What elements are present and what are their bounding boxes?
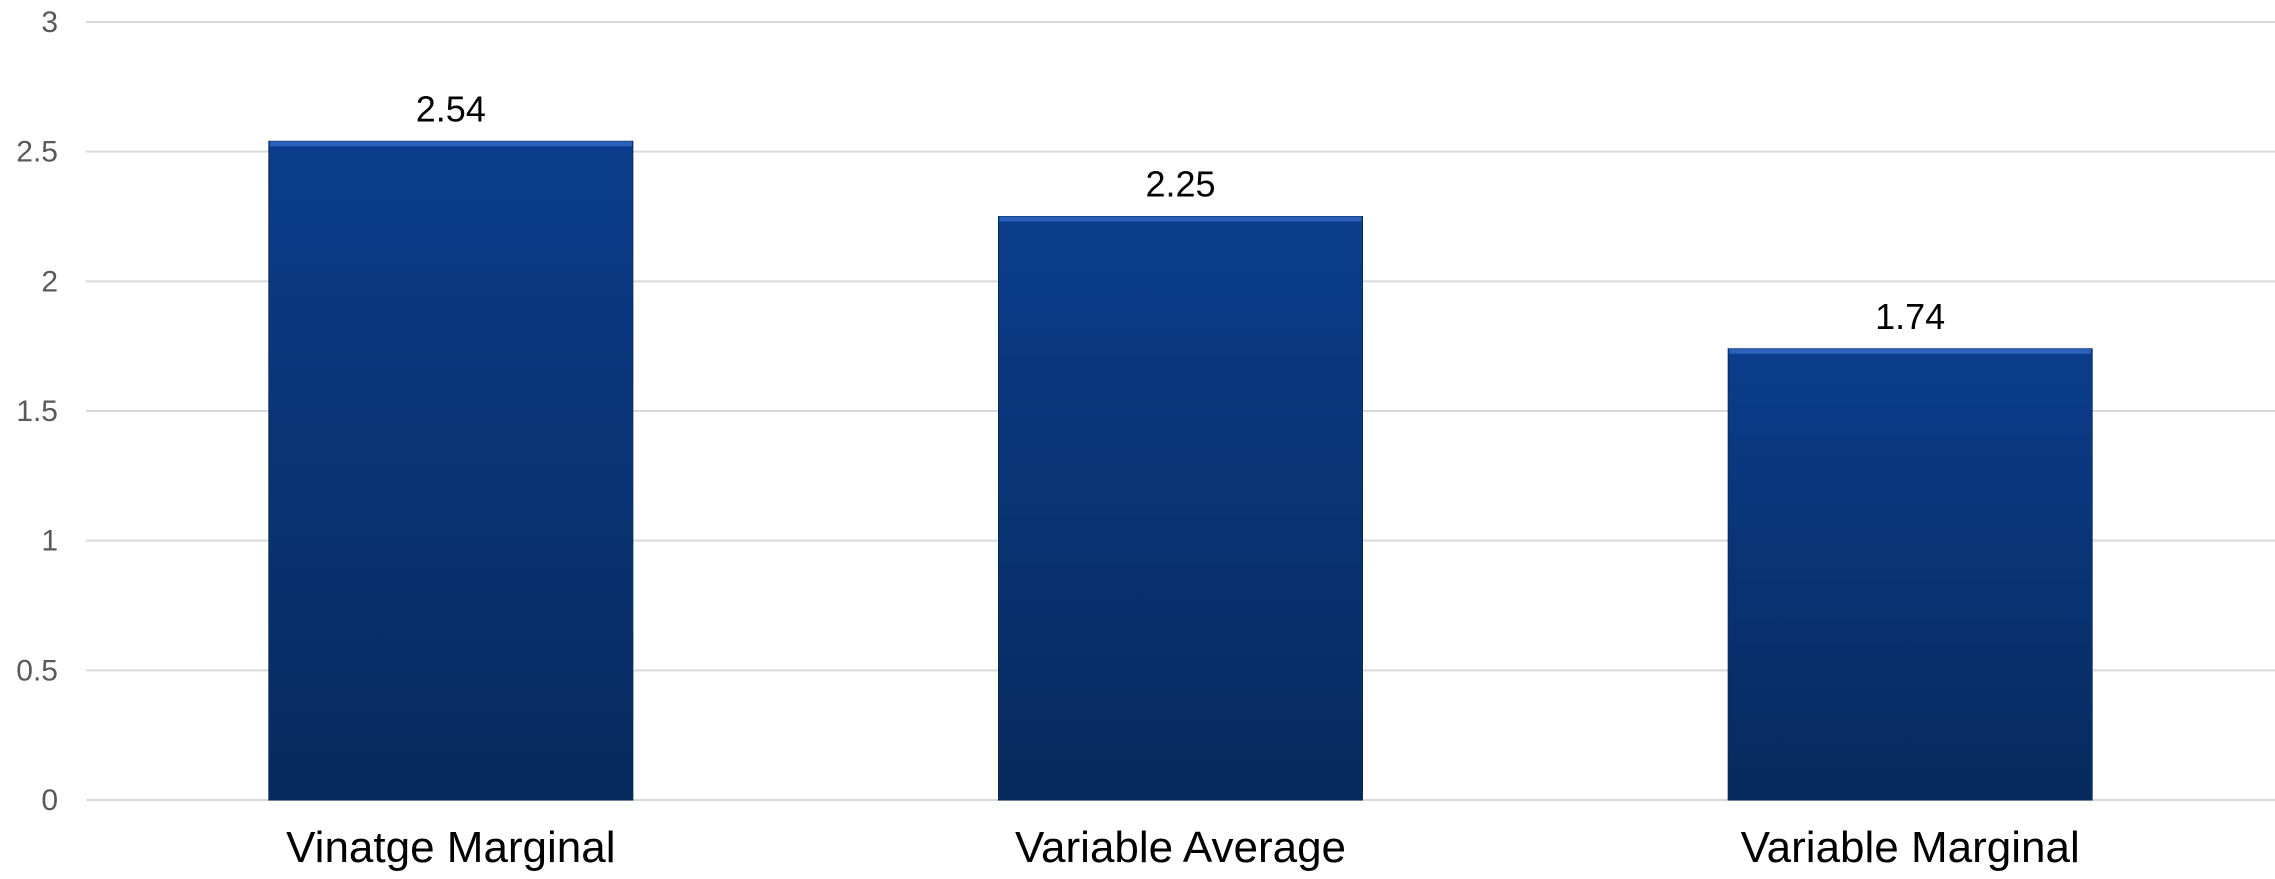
bars: [268, 140, 2093, 801]
y-axis-tick-labels: 0 0.5 1 1.5 2 2.5 3: [16, 6, 58, 817]
x-axis-category-labels: Vinatge Marginal Variable Average Variable…: [286, 823, 2080, 872]
category-label: Vinatge Marginal: [286, 823, 615, 872]
bar-value-label: 1.74: [1875, 296, 1945, 337]
bar: [268, 140, 634, 801]
y-tick-label: 3: [41, 6, 58, 39]
category-label: Variable Marginal: [1741, 823, 2080, 872]
bar: [998, 216, 1363, 801]
y-tick-label: 1: [41, 525, 58, 558]
bar-value-label: 2.25: [1145, 164, 1215, 205]
y-tick-label: 2: [41, 265, 58, 298]
bar-top-highlight: [1729, 348, 2092, 354]
bar: [1727, 348, 2093, 801]
bar-top-highlight: [999, 216, 1362, 222]
y-tick-label: 0: [41, 784, 58, 817]
bar-top-highlight: [269, 141, 632, 147]
y-tick-label: 2.5: [16, 136, 58, 169]
category-label: Variable Average: [1015, 823, 1346, 872]
y-tick-label: 1.5: [16, 395, 58, 428]
bar-value-label: 2.54: [416, 88, 486, 129]
data-labels: 2.54 2.25 1.74: [416, 88, 1945, 336]
y-tick-label: 0.5: [16, 654, 58, 687]
